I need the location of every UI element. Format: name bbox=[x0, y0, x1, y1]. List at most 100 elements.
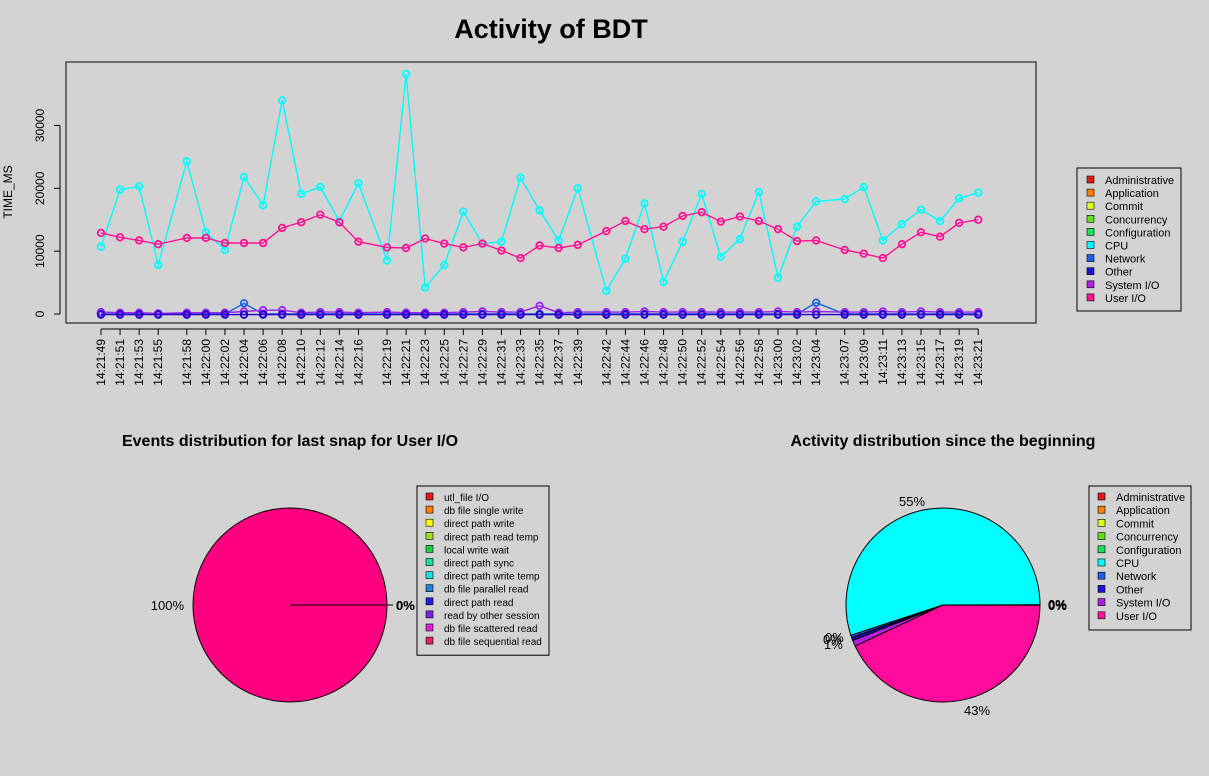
x-tick-label: 14:23:09 bbox=[857, 339, 871, 386]
x-tick-label: 14:23:04 bbox=[809, 339, 823, 386]
legend-swatch bbox=[1087, 228, 1094, 235]
legend-label: direct path sync bbox=[444, 559, 514, 570]
x-tick-label: 14:23:00 bbox=[771, 339, 785, 386]
legend-swatch bbox=[1098, 585, 1105, 592]
legend-swatch bbox=[426, 637, 433, 644]
legend-swatch bbox=[426, 598, 433, 605]
x-tick-label: 14:23:02 bbox=[790, 339, 804, 386]
legend-swatch bbox=[1087, 189, 1094, 196]
x-tick-label: 14:22:29 bbox=[475, 339, 489, 386]
legend-label: Application bbox=[1116, 505, 1170, 517]
x-tick-label: 14:22:56 bbox=[733, 339, 747, 386]
plot-frame bbox=[66, 62, 1036, 323]
legend-swatch bbox=[1087, 294, 1094, 301]
legend-label: Concurrency bbox=[1105, 214, 1168, 226]
legend-label: Administrative bbox=[1116, 492, 1185, 504]
x-tick-label: 14:22:31 bbox=[494, 339, 508, 386]
legend-label: Concurrency bbox=[1116, 532, 1179, 544]
x-tick-label: 14:22:35 bbox=[533, 339, 547, 386]
x-tick-label: 14:21:51 bbox=[113, 339, 127, 386]
legend-label: Commit bbox=[1116, 518, 1154, 530]
y-tick-label: 10000 bbox=[33, 234, 47, 268]
pie-label: 0% bbox=[396, 598, 415, 613]
pie2-title: Activity distribution since the beginnin… bbox=[791, 433, 1096, 450]
legend-label: User I/O bbox=[1105, 293, 1146, 305]
x-tick-label: 14:22:48 bbox=[657, 339, 671, 386]
legend-swatch bbox=[1087, 202, 1094, 209]
legend-swatch bbox=[1087, 215, 1094, 222]
legend-label: Other bbox=[1105, 267, 1133, 279]
legend-swatch bbox=[1087, 242, 1094, 249]
x-tick-label: 14:23:11 bbox=[876, 339, 890, 385]
legend-label: direct path read bbox=[444, 598, 514, 609]
x-tick-label: 14:22:42 bbox=[599, 339, 613, 386]
legend-label: local write wait bbox=[444, 545, 509, 556]
x-tick-label: 14:22:46 bbox=[637, 339, 651, 386]
legend-swatch bbox=[1087, 268, 1094, 275]
x-tick-label: 14:22:16 bbox=[351, 339, 365, 386]
legend-label: Configuration bbox=[1116, 545, 1181, 557]
legend-label: CPU bbox=[1116, 558, 1139, 570]
x-tick-label: 14:21:55 bbox=[151, 339, 165, 386]
legend-label: User I/O bbox=[1116, 611, 1157, 623]
x-tick-label: 14:23:07 bbox=[838, 339, 852, 386]
x-tick-label: 14:22:00 bbox=[199, 339, 213, 386]
y-axis-label: TIME_MS bbox=[1, 165, 15, 218]
legend-swatch bbox=[1098, 612, 1105, 619]
legend-swatch bbox=[426, 624, 433, 631]
legend-label: CPU bbox=[1105, 241, 1128, 253]
pie-label: 43% bbox=[964, 703, 990, 718]
x-tick-label: 14:22:52 bbox=[695, 339, 709, 386]
legend-swatch bbox=[426, 559, 433, 566]
y-tick-label: 0 bbox=[33, 310, 47, 317]
pie-label: 55% bbox=[899, 494, 925, 509]
legend-swatch bbox=[1098, 559, 1105, 566]
legend-swatch bbox=[1098, 493, 1105, 500]
series-cpu bbox=[98, 71, 982, 294]
pie-label: 0% bbox=[825, 630, 844, 645]
series-user-i-o bbox=[98, 209, 982, 261]
legend-label: System I/O bbox=[1116, 598, 1171, 610]
legend-label: read by other session bbox=[444, 611, 540, 622]
legend-swatch bbox=[426, 611, 433, 618]
x-tick-label: 14:21:53 bbox=[132, 339, 146, 386]
y-tick-label: 20000 bbox=[33, 171, 47, 205]
series-line bbox=[101, 74, 978, 291]
main-title: Activity of BDT bbox=[454, 14, 648, 44]
legend-pie-events: utl_file I/O db file single write direct p… bbox=[417, 486, 549, 655]
legend-swatch bbox=[1098, 572, 1105, 579]
legend-line-chart: AdministrativeApplicationCommitConcurren… bbox=[1077, 168, 1181, 311]
pie-chart-events: 100%0%0%utl_file I/Odb file single write… bbox=[151, 486, 549, 702]
x-tick-label: 14:22:54 bbox=[714, 339, 728, 386]
x-tick-label: 14:22:04 bbox=[237, 339, 251, 386]
x-tick-label: 14:22:25 bbox=[437, 339, 451, 386]
x-tick-label: 14:23:15 bbox=[914, 339, 928, 386]
legend-swatch bbox=[426, 585, 433, 592]
legend-swatch bbox=[426, 532, 433, 539]
x-tick-label: 14:22:06 bbox=[256, 339, 270, 386]
legend-label: direct path write temp bbox=[444, 572, 540, 583]
pie-label: 0% bbox=[1048, 597, 1067, 612]
x-tick-label: 14:22:21 bbox=[399, 339, 413, 386]
pie-label: 100% bbox=[151, 598, 185, 613]
legend-label: utl_file I/O bbox=[444, 493, 489, 504]
legend-label: db file sequential read bbox=[444, 637, 542, 648]
legend-swatch bbox=[1098, 599, 1105, 606]
legend-label: direct path write bbox=[444, 519, 515, 530]
legend-swatch bbox=[1087, 255, 1094, 262]
x-tick-label: 14:23:21 bbox=[971, 339, 985, 386]
legend-swatch bbox=[426, 519, 433, 526]
legend-swatch bbox=[1098, 533, 1105, 540]
legend-label: System I/O bbox=[1105, 280, 1160, 292]
x-tick-label: 14:22:10 bbox=[294, 339, 308, 386]
x-tick-label: 14:22:14 bbox=[332, 339, 346, 386]
x-tick-label: 14:22:27 bbox=[456, 339, 470, 386]
legend-label: db file single write bbox=[444, 506, 524, 517]
x-tick-label: 14:21:58 bbox=[180, 339, 194, 386]
x-tick-label: 14:22:39 bbox=[571, 339, 585, 386]
x-tick-label: 14:22:08 bbox=[275, 339, 289, 386]
